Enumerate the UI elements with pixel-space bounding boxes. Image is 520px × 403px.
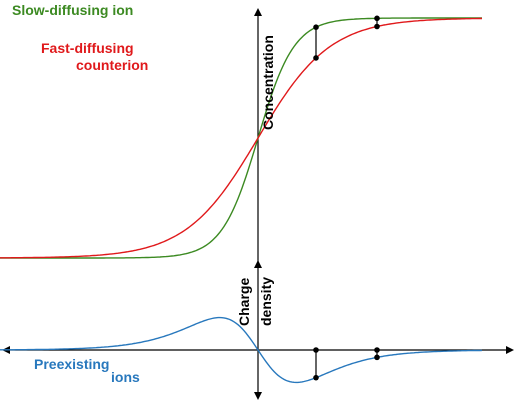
concentration-label: Concentration (260, 35, 276, 130)
ions-label: ions (111, 369, 140, 385)
marker-dot (374, 347, 380, 353)
marker-dot (313, 347, 319, 353)
difference-markers (313, 15, 380, 381)
marker-dot (374, 23, 380, 30)
marker-dot (313, 55, 319, 61)
marker-dot (313, 24, 319, 31)
marker-dot (374, 354, 380, 361)
slow-ion-label: Slow-diffusing ion (12, 2, 133, 18)
charge-density-curve (0, 316, 483, 384)
marker-dot (374, 15, 380, 22)
marker-dot (313, 374, 319, 381)
slow-diffusing-ion-curve (0, 17, 482, 259)
charge-label: Charge (236, 278, 252, 326)
fast-diffusing-counterion-curve (0, 17, 482, 259)
fast-ion-label-line1: Fast-diffusing (41, 40, 134, 56)
preexisting-label: Preexisting (34, 356, 109, 372)
fast-ion-label-line2: counterion (76, 57, 148, 73)
density-label: density (258, 277, 274, 326)
